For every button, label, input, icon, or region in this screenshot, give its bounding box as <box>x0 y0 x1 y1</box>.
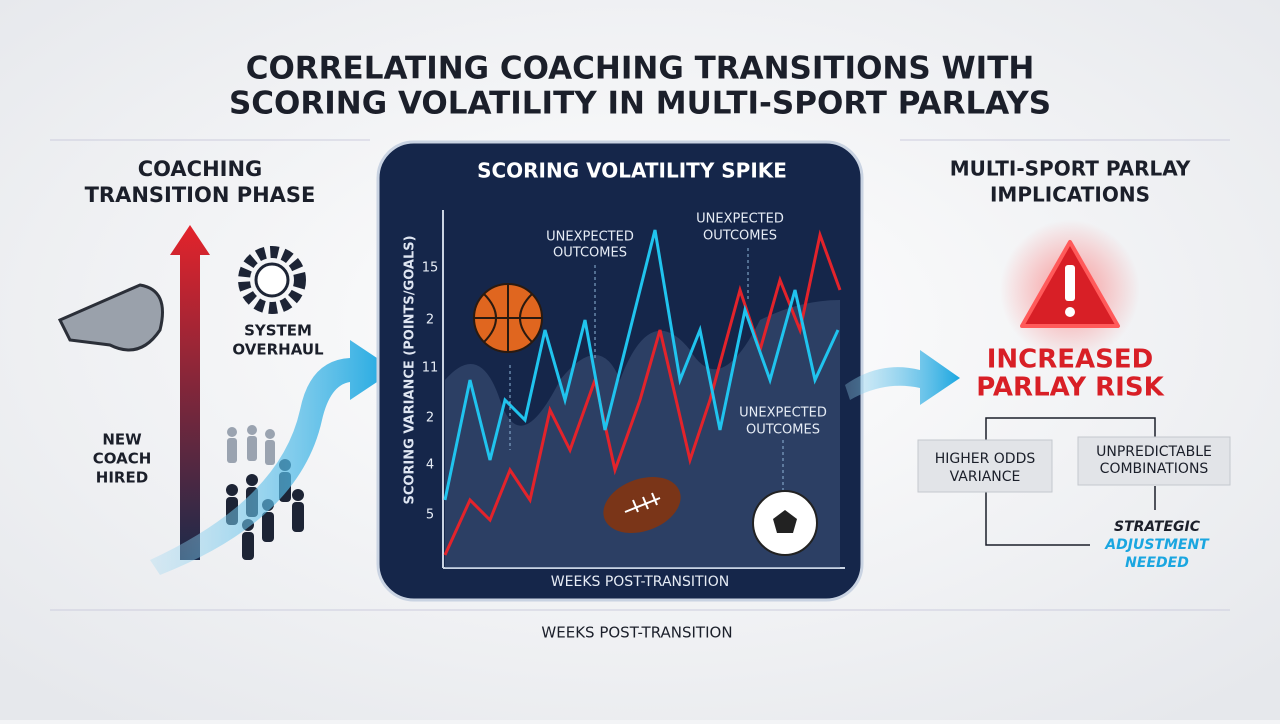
strategic-label: STRATEGIC <box>1114 519 1201 535</box>
strategic-label: ADJUSTMENT <box>1104 537 1210 553</box>
y-tick-label: 11 <box>422 361 439 376</box>
system-label: OVERHAUL <box>232 341 324 359</box>
annotation: UNEXPECTED <box>739 406 827 421</box>
annotation: OUTCOMES <box>746 423 820 438</box>
system-label: SYSTEM <box>244 322 312 340</box>
connectors <box>985 417 1156 546</box>
risk-label: INCREASED <box>987 345 1154 375</box>
y-tick-label: 5 <box>426 508 434 523</box>
box-label: HIGHER ODDS <box>935 451 1036 467</box>
left-heading: COACHING <box>138 157 263 181</box>
left-heading: TRANSITION PHASE <box>85 183 316 207</box>
flow-arrow <box>150 340 395 575</box>
box-label: COMBINATIONS <box>1100 461 1209 477</box>
red-line <box>443 229 842 556</box>
risk-label: PARLAY RISK <box>976 373 1164 403</box>
y-tick-label: 4 <box>426 458 434 473</box>
strategic-label: NEEDED <box>1125 555 1189 571</box>
box <box>917 439 1053 493</box>
gear <box>238 246 306 314</box>
football <box>603 476 681 534</box>
people-faded <box>227 425 275 465</box>
y-tick-label: 2 <box>426 313 434 328</box>
x-axis-label: WEEKS POST-TRANSITION <box>551 574 729 590</box>
y-tick-label: 15 <box>422 261 439 276</box>
red-arrow <box>170 225 210 560</box>
box-label: UNPREDICTABLE <box>1096 444 1212 460</box>
box <box>1077 436 1231 486</box>
below-label: WEEKS POST-TRANSITION <box>541 624 732 642</box>
right-heading: MULTI-SPORT PARLAY <box>950 157 1191 181</box>
warning-icon <box>1020 240 1120 328</box>
annotation: OUTCOMES <box>703 229 777 244</box>
flow-arrow <box>845 350 960 405</box>
title: CORRELATING COACHING TRANSITIONS WITH <box>246 51 1035 87</box>
y-tick-label: 2 <box>426 411 434 426</box>
cyan-line <box>443 229 840 501</box>
annotation: UNEXPECTED <box>696 212 784 227</box>
panel-title: SCORING VOLATILITY SPIKE <box>477 159 787 183</box>
coach-label: COACH <box>93 450 152 468</box>
annotation: OUTCOMES <box>553 246 627 261</box>
volatility-area <box>445 300 840 568</box>
title: SCORING VOLATILITY IN MULTI-SPORT PARLAY… <box>229 86 1051 122</box>
coach-label: NEW <box>102 431 142 449</box>
annotation: UNEXPECTED <box>546 230 634 245</box>
box-label: VARIANCE <box>950 469 1021 485</box>
soccer-ball <box>752 490 818 556</box>
coach-label: HIRED <box>96 469 148 487</box>
whistle <box>57 283 164 352</box>
y-axis-label: SCORING VARIANCE (POINTS/GOALS) <box>403 235 418 504</box>
basketball <box>473 283 543 353</box>
right-heading: IMPLICATIONS <box>990 183 1150 207</box>
